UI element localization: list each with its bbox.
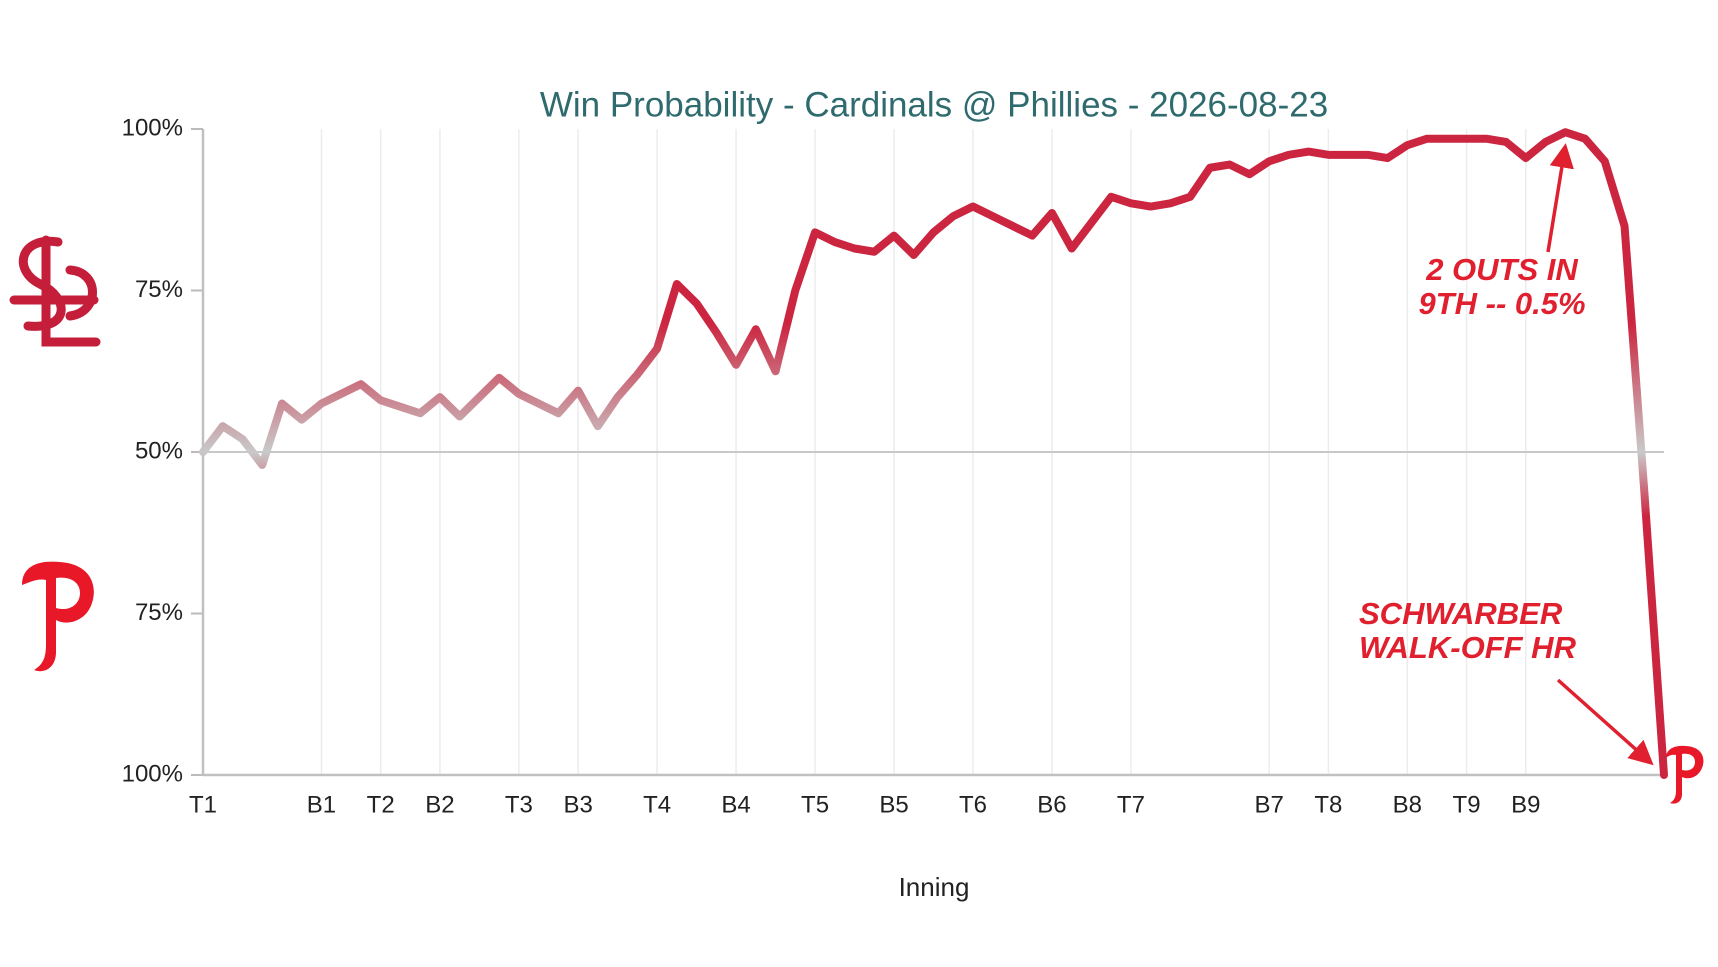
annotation-arrow bbox=[1546, 143, 1574, 253]
cardinals-logo bbox=[9, 235, 101, 347]
x-tick-label: B5 bbox=[879, 791, 908, 818]
x-tick-label: T5 bbox=[801, 791, 829, 818]
x-tick-label: B4 bbox=[721, 791, 750, 818]
x-tick-label: T9 bbox=[1453, 791, 1481, 818]
annotation-text: SCHWARBER bbox=[1359, 596, 1563, 631]
x-tick-label: T1 bbox=[189, 791, 217, 818]
x-tick-label: B3 bbox=[563, 791, 592, 818]
chart-title: Win Probability - Cardinals @ Phillies -… bbox=[540, 85, 1328, 124]
x-tick-label: T4 bbox=[643, 791, 671, 818]
annotation-text: 9TH -- 0.5% bbox=[1418, 286, 1585, 321]
x-tick-label: B9 bbox=[1511, 791, 1540, 818]
x-tick-label: B6 bbox=[1037, 791, 1066, 818]
x-tick-label: T8 bbox=[1314, 791, 1342, 818]
x-tick-label: B7 bbox=[1254, 791, 1283, 818]
y-tick-label: 100% bbox=[122, 114, 183, 141]
win-probability-line bbox=[199, 128, 1668, 779]
phillies-logo bbox=[22, 561, 94, 672]
x-axis-label: Inning bbox=[899, 872, 970, 902]
x-tick-label: T2 bbox=[367, 791, 395, 818]
annotation-text: WALK-OFF HR bbox=[1359, 630, 1577, 665]
annotation-text: 2 OUTS IN bbox=[1425, 252, 1578, 287]
y-tick-label: 75% bbox=[135, 276, 183, 303]
x-tick-label: B1 bbox=[307, 791, 336, 818]
x-tick-label: T6 bbox=[959, 791, 987, 818]
y-tick-label: 75% bbox=[135, 599, 183, 626]
phillies-logo-small bbox=[1666, 745, 1704, 804]
x-tick-label: T3 bbox=[505, 791, 533, 818]
x-tick-label: B2 bbox=[425, 791, 454, 818]
x-tick-label: T7 bbox=[1117, 791, 1145, 818]
y-tick-label: 100% bbox=[122, 760, 183, 787]
annotation-arrow bbox=[1556, 678, 1654, 766]
y-tick-label: 50% bbox=[135, 437, 183, 464]
x-tick-label: B8 bbox=[1393, 791, 1422, 818]
